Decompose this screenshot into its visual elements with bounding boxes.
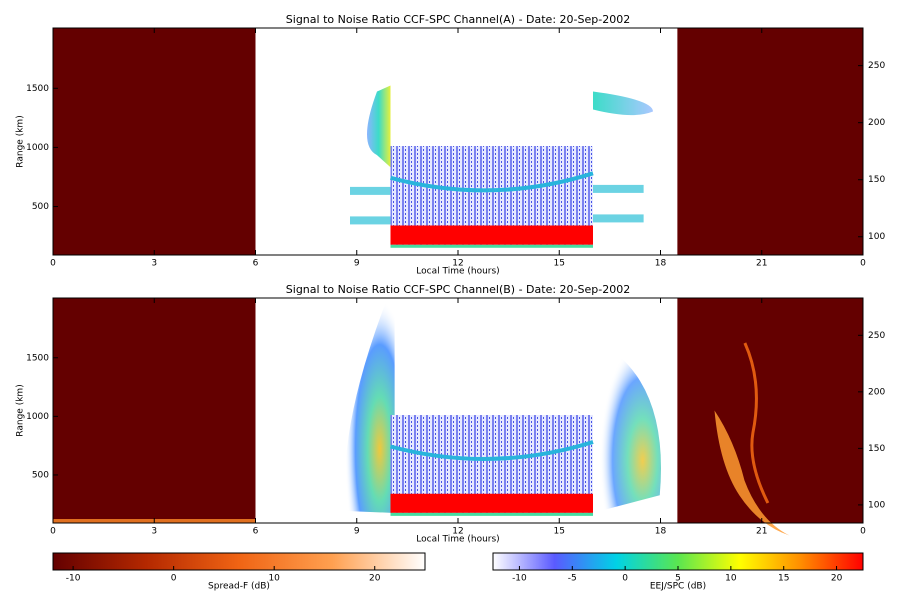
plume — [344, 300, 395, 513]
colorbar-tick-label: 20 — [369, 574, 381, 584]
colorbar-tick-label: 0 — [622, 574, 628, 584]
colorbar-tick-label: 5 — [675, 574, 681, 584]
colorbar-label: Spread-F (dB) — [208, 582, 270, 592]
panel-title: Signal to Noise Ratio CCF-SPC Channel(B)… — [286, 283, 630, 296]
colorbar-tick-label: 15 — [778, 574, 789, 584]
spread-f-echo — [714, 410, 790, 536]
x-axis-label: Local Time (hours) — [416, 267, 499, 277]
eej-strong — [390, 493, 593, 513]
x-tick-label: 6 — [253, 527, 259, 537]
night-region — [53, 298, 256, 523]
eej-trace — [389, 440, 594, 461]
y2-tick-label: 250 — [868, 331, 885, 341]
colorbar-tick-label: -10 — [512, 574, 527, 584]
night-region — [53, 28, 256, 255]
colorbar-tick-label: 10 — [725, 574, 737, 584]
x-tick-label: 9 — [354, 527, 360, 537]
y-axis-label: Range (km) — [16, 384, 26, 436]
plume — [599, 342, 661, 511]
colorbar-tick-label: 0 — [171, 574, 177, 584]
x-tick-label: 3 — [151, 527, 157, 537]
colorbar-tick-label: 10 — [268, 574, 280, 584]
eej-strong — [390, 225, 593, 245]
echo-layer — [350, 186, 391, 195]
colorbar-tick-label: -5 — [568, 574, 577, 584]
x-tick-label: 21 — [756, 527, 767, 537]
colorbar-label: EEJ/SPC (dB) — [650, 582, 706, 592]
x-tick-label: 0 — [50, 259, 56, 269]
night-region — [677, 28, 863, 255]
echo-layer — [593, 91, 653, 133]
x-tick-label: 3 — [151, 259, 157, 269]
y-tick-label: 1500 — [26, 353, 49, 363]
y-tick-label: 500 — [32, 202, 49, 212]
echo-layer — [593, 214, 644, 223]
y2-tick-label: 100 — [868, 500, 885, 510]
colorbar-tick-label: -10 — [66, 574, 81, 584]
x-tick-label: 0 — [860, 527, 866, 537]
x-tick-label: 18 — [655, 259, 667, 269]
eej-trace — [389, 171, 594, 193]
x-tick-label: 12 — [452, 259, 463, 269]
panel: Signal to Noise Ratio CCF-SPC Channel(B)… — [16, 283, 886, 545]
colorbar-tick-label: 20 — [831, 574, 843, 584]
y-tick-label: 500 — [32, 470, 49, 480]
x-tick-label: 6 — [253, 259, 259, 269]
y-tick-label: 1000 — [26, 412, 49, 422]
y2-tick-label: 200 — [868, 118, 885, 128]
eej-edge — [390, 244, 593, 248]
x-tick-label: 0 — [50, 527, 56, 537]
panel-title: Signal to Noise Ratio CCF-SPC Channel(A)… — [286, 13, 630, 26]
panel: Signal to Noise Ratio CCF-SPC Channel(A)… — [16, 13, 886, 277]
y2-tick-label: 150 — [868, 175, 885, 185]
x-tick-label: 15 — [554, 527, 565, 537]
x-tick-label: 21 — [756, 259, 767, 269]
y2-tick-label: 150 — [868, 444, 885, 454]
x-tick-label: 12 — [452, 527, 463, 537]
y-tick-label: 1000 — [26, 143, 49, 153]
echo-layer — [350, 216, 391, 225]
x-tick-label: 9 — [354, 259, 360, 269]
echo-layer — [593, 184, 644, 193]
spread-f-echo — [743, 342, 770, 504]
y-tick-label: 1500 — [26, 84, 49, 94]
x-tick-label: 0 — [860, 259, 866, 269]
y2-tick-label: 250 — [868, 61, 885, 71]
y2-tick-label: 100 — [868, 232, 885, 242]
echo-layer — [367, 85, 391, 168]
x-axis-label: Local Time (hours) — [416, 535, 499, 545]
eej-edge — [390, 512, 593, 516]
night-region — [677, 298, 863, 523]
x-tick-label: 15 — [554, 259, 565, 269]
y-axis-label: Range (km) — [16, 115, 26, 167]
y2-tick-label: 200 — [868, 387, 885, 397]
colorbar — [52, 552, 426, 571]
x-tick-label: 18 — [655, 527, 667, 537]
